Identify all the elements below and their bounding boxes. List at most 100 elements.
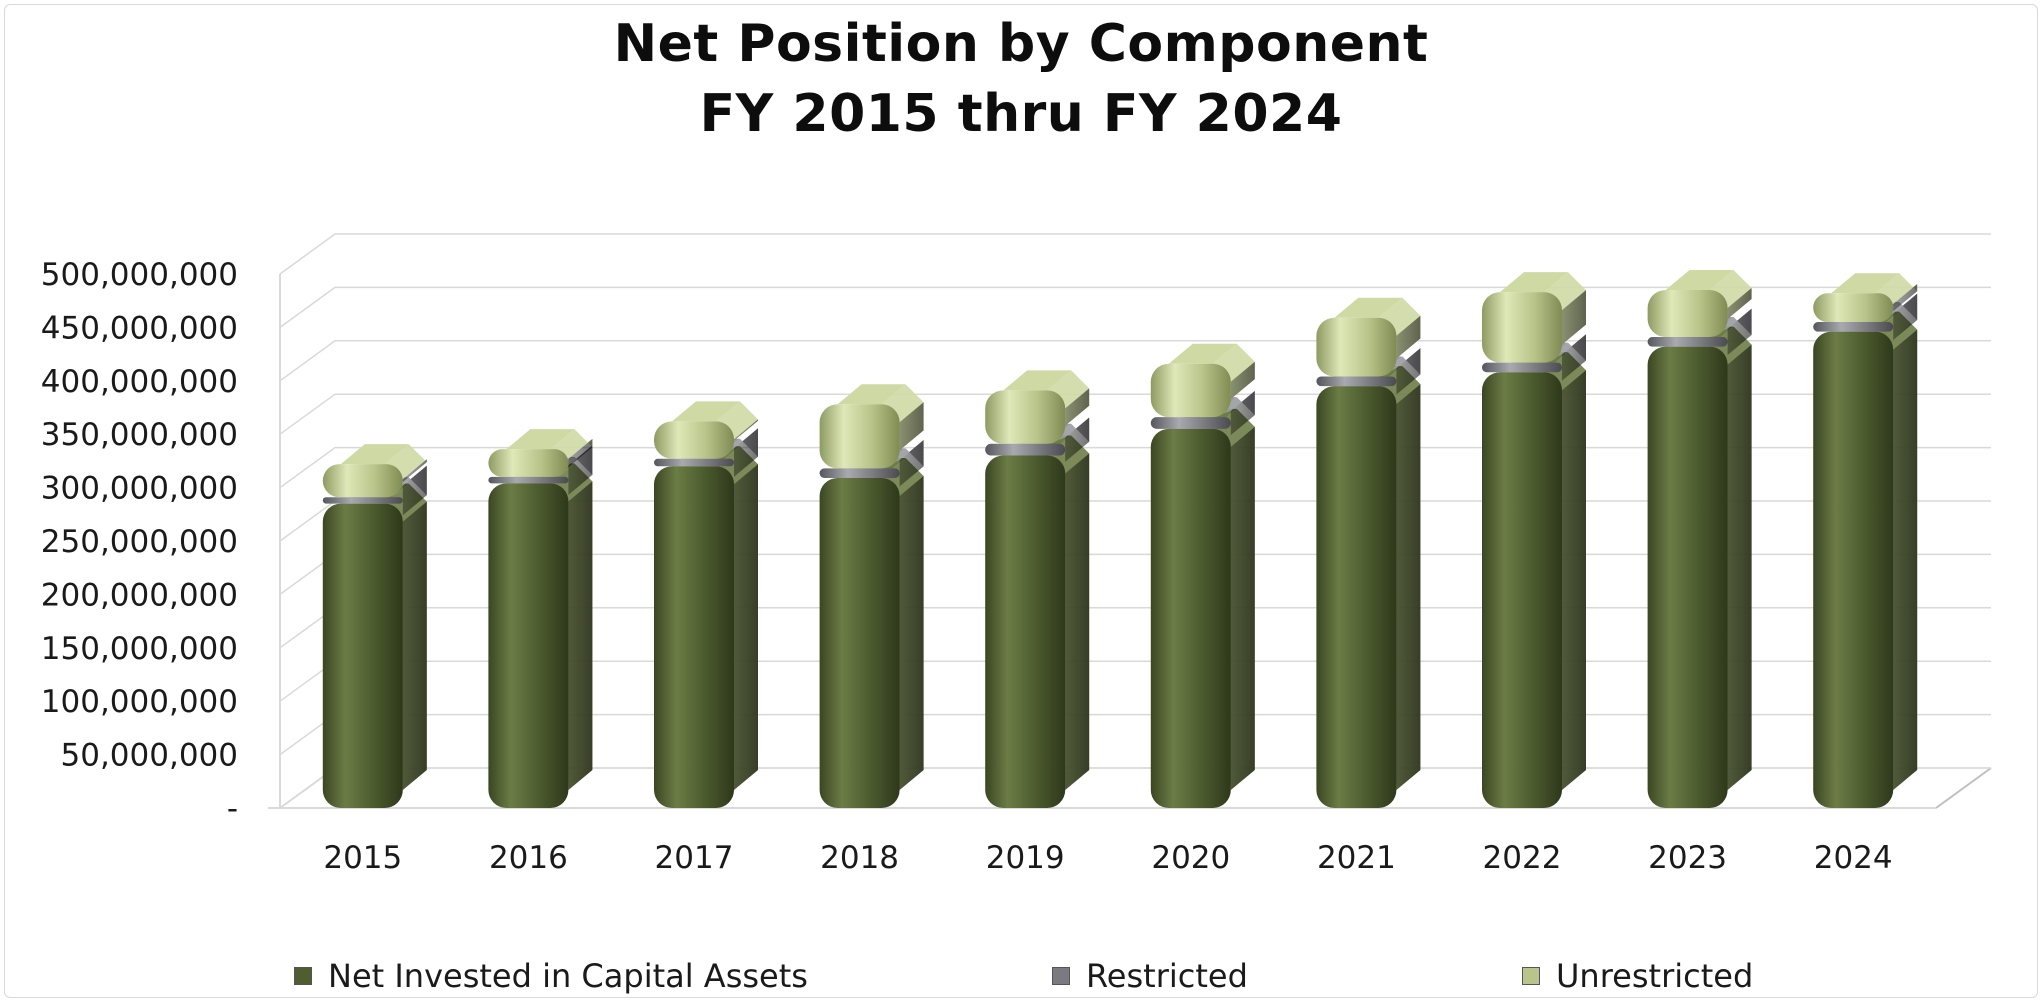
bar-restricted <box>322 497 403 504</box>
bars <box>322 270 1918 808</box>
bar-net-invested <box>985 455 1066 808</box>
bar-side-shade-net-invested <box>1727 344 1752 790</box>
bar-unrestricted <box>1150 363 1231 418</box>
bar-top-unrestricted <box>1003 370 1072 391</box>
bar-top-unrestricted <box>837 384 906 405</box>
bar-unrestricted <box>819 404 900 469</box>
bar-top-unrestricted <box>672 401 740 422</box>
x-tick-label: 2022 <box>1483 840 1562 876</box>
y-axis-labels: - 50,000,000 100,000,000 150,000,000 200,000… <box>41 257 238 827</box>
y-tick-label: 200,000,000 <box>41 577 238 613</box>
chart-title: Net Position by Component <box>613 14 1429 74</box>
legend-item-unrestricted: Unrestricted <box>1522 952 1753 1000</box>
bar-side-shade-unrestricted <box>1230 361 1255 400</box>
bar-unrestricted <box>1482 292 1562 363</box>
bar-side-shade-restricted <box>1230 390 1255 436</box>
y-tick-label: 250,000,000 <box>41 524 238 560</box>
bar-side-shade-net-invested <box>899 475 924 790</box>
y-tick-label: 450,000,000 <box>41 310 238 346</box>
bar-side-shade-unrestricted <box>1396 315 1421 359</box>
bar-top-unrestricted <box>1831 273 1900 294</box>
bar-side-shade-restricted <box>402 465 427 516</box>
legend-swatch-restricted <box>1052 967 1070 985</box>
bar-top-unrestricted <box>1334 297 1403 318</box>
bar-unrestricted <box>1316 317 1397 377</box>
bar-side-shade-unrestricted <box>402 459 427 483</box>
bar-unrestricted <box>654 421 734 459</box>
y-tick-label: 100,000,000 <box>41 684 238 720</box>
bar-side-shade-net-invested <box>568 481 593 790</box>
bar-side-shade-net-invested <box>1562 370 1586 790</box>
bar-net-invested <box>1150 428 1231 808</box>
bar-restricted <box>1647 337 1728 347</box>
bar-side-shade-restricted <box>568 445 593 495</box>
bar-net-invested <box>322 503 403 808</box>
bar-net-invested <box>1316 386 1397 808</box>
bar-restricted <box>1482 362 1562 373</box>
x-tick-label: 2021 <box>1317 840 1396 876</box>
bar-side-shade-restricted <box>734 428 758 477</box>
x-tick-label: 2024 <box>1814 840 1893 876</box>
bar-restricted <box>985 443 1066 456</box>
x-tick-label: 2023 <box>1648 840 1727 876</box>
x-tick-label: 2016 <box>489 840 568 876</box>
x-tick-label: 2020 <box>1151 840 1230 876</box>
legend-swatch-net-invested <box>294 967 312 985</box>
bar-restricted <box>1813 322 1894 332</box>
gridline <box>279 446 1991 489</box>
bar-side-shade-net-invested <box>402 501 427 790</box>
bar-top-unrestricted <box>1665 270 1734 291</box>
bar-unrestricted <box>488 449 569 477</box>
bar-side-shade-restricted <box>1065 417 1090 462</box>
bar-side-shade-net-invested <box>734 464 758 790</box>
bar-side-shade-unrestricted <box>734 419 758 441</box>
legend-label-restricted: Restricted <box>1086 957 1248 995</box>
y-tick-label: - <box>227 791 238 827</box>
bar-restricted <box>1316 376 1397 387</box>
bar-restricted <box>819 468 900 478</box>
y-tick-label: 50,000,000 <box>61 738 239 774</box>
bar-top-unrestricted <box>506 429 575 450</box>
bar-unrestricted <box>985 390 1066 444</box>
bar-net-invested <box>488 483 569 808</box>
x-tick-label: 2017 <box>655 840 734 876</box>
bar-top-unrestricted <box>340 444 409 465</box>
bar-top-unrestricted <box>1500 272 1568 293</box>
x-axis-labels: 2015 2016 2017 2018 2019 2020 2021 2022 2023 2024 <box>323 840 1892 876</box>
y-tick-label: 350,000,000 <box>41 417 238 453</box>
gridline <box>279 393 1991 435</box>
gridline <box>279 340 1991 382</box>
bar-side-shade-unrestricted <box>568 438 593 468</box>
bar-side-shade-restricted <box>1893 293 1918 341</box>
y-tick-label: 500,000,000 <box>41 257 238 293</box>
x-tick-label: 2019 <box>986 840 1065 876</box>
legend-label-unrestricted: Unrestricted <box>1556 957 1754 995</box>
bar-unrestricted <box>322 464 403 498</box>
y-tick-label: 300,000,000 <box>41 471 238 507</box>
bar-side-shade-net-invested <box>1396 384 1421 790</box>
y-tick-label: 400,000,000 <box>41 364 238 400</box>
bar-side-shade-unrestricted <box>899 402 924 451</box>
bar-unrestricted <box>1813 293 1894 323</box>
bar-net-invested <box>654 466 734 808</box>
bar-side-shade-unrestricted <box>1562 290 1586 345</box>
legend-item-restricted: Restricted <box>1052 952 1248 1000</box>
legend-item-net-invested: Net Invested in Capital Assets <box>294 952 808 1000</box>
bar-side-shade-restricted <box>1396 348 1421 395</box>
bar-net-invested <box>819 477 900 808</box>
bar-net-invested <box>1482 372 1562 808</box>
bar-side-shade-net-invested <box>1065 453 1090 790</box>
legend-label-net-invested: Net Invested in Capital Assets <box>328 957 808 995</box>
floor-edge-right <box>1935 767 1992 809</box>
x-tick-label: 2015 <box>323 840 402 876</box>
bar-restricted <box>654 458 734 467</box>
bar-side-shade-net-invested <box>1230 426 1255 790</box>
chart-subtitle: FY 2015 thru FY 2024 <box>699 84 1343 144</box>
bar-side-shade-restricted <box>1562 334 1586 381</box>
y-tick-label: 150,000,000 <box>41 631 238 667</box>
bar-top-unrestricted <box>1168 343 1237 364</box>
bar-side-shade-net-invested <box>1893 329 1918 790</box>
bar-net-invested <box>1647 346 1728 808</box>
bar-restricted <box>1150 417 1231 429</box>
